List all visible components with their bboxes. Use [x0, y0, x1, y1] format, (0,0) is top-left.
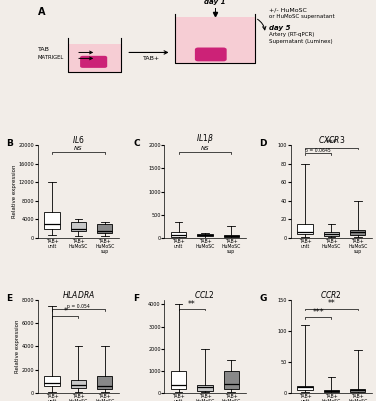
- Text: +/- HuMoSC: +/- HuMoSC: [268, 8, 306, 12]
- PathPatch shape: [44, 213, 60, 229]
- Text: p = 0.054: p = 0.054: [67, 304, 90, 309]
- Text: or HuMoSC supernatant: or HuMoSC supernatant: [268, 14, 334, 19]
- Text: E: E: [7, 294, 13, 303]
- Text: TAB: TAB: [38, 47, 50, 52]
- Polygon shape: [175, 17, 255, 63]
- Title: $\it{CXCR3}$: $\it{CXCR3}$: [318, 134, 345, 145]
- Text: NS: NS: [74, 146, 83, 151]
- PathPatch shape: [350, 230, 365, 235]
- Text: p = 0.0645: p = 0.0645: [305, 148, 331, 153]
- Text: NS: NS: [201, 146, 209, 151]
- Y-axis label: Relative expression: Relative expression: [15, 320, 20, 373]
- Text: ***: ***: [326, 138, 337, 148]
- Y-axis label: Relative expression: Relative expression: [12, 165, 17, 218]
- PathPatch shape: [297, 224, 313, 234]
- Title: $\it{IL1β}$: $\it{IL1β}$: [196, 132, 214, 145]
- Text: *: *: [63, 307, 67, 316]
- PathPatch shape: [197, 234, 212, 237]
- Text: TAB+: TAB+: [143, 57, 160, 61]
- Title: $\it{CCL2}$: $\it{CCL2}$: [194, 289, 215, 300]
- Text: Supernatant (Luminex): Supernatant (Luminex): [268, 39, 332, 44]
- Text: C: C: [133, 140, 140, 148]
- Title: $\it{IL6}$: $\it{IL6}$: [72, 134, 85, 145]
- Text: Artery (RT-qPCR): Artery (RT-qPCR): [268, 32, 314, 37]
- Text: day 1: day 1: [204, 0, 226, 5]
- Text: F: F: [133, 294, 139, 303]
- Text: **: **: [188, 300, 196, 308]
- FancyBboxPatch shape: [80, 56, 107, 68]
- PathPatch shape: [197, 385, 212, 391]
- Title: $\it{CCR2}$: $\it{CCR2}$: [320, 289, 343, 300]
- PathPatch shape: [350, 389, 365, 392]
- Text: MATRIGEL: MATRIGEL: [38, 55, 64, 60]
- PathPatch shape: [224, 371, 239, 389]
- Text: **: **: [327, 299, 335, 308]
- Text: ***: ***: [312, 308, 324, 317]
- PathPatch shape: [44, 375, 60, 386]
- PathPatch shape: [97, 375, 112, 389]
- PathPatch shape: [71, 222, 86, 231]
- PathPatch shape: [171, 232, 186, 237]
- Text: day 5: day 5: [268, 25, 290, 31]
- PathPatch shape: [71, 380, 86, 388]
- PathPatch shape: [297, 385, 313, 390]
- Text: A: A: [38, 7, 46, 17]
- Text: B: B: [7, 140, 14, 148]
- Polygon shape: [68, 44, 121, 72]
- PathPatch shape: [324, 233, 339, 236]
- Text: G: G: [259, 294, 267, 303]
- PathPatch shape: [97, 224, 112, 233]
- PathPatch shape: [171, 371, 186, 389]
- Text: D: D: [259, 140, 267, 148]
- Title: $\it{HLADRA}$: $\it{HLADRA}$: [62, 289, 95, 300]
- PathPatch shape: [224, 235, 239, 237]
- FancyBboxPatch shape: [195, 47, 227, 61]
- PathPatch shape: [324, 390, 339, 392]
